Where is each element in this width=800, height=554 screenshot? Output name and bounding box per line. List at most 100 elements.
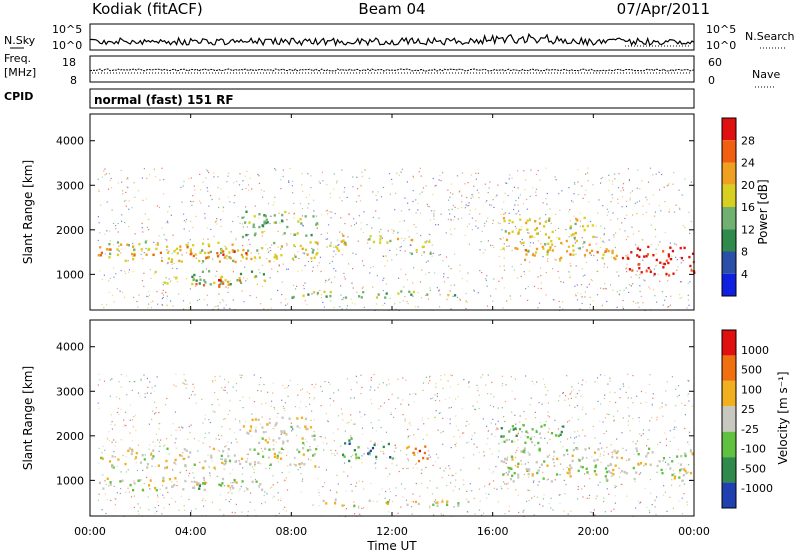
scatter-speck [632, 402, 634, 404]
scatter-speck [351, 454, 354, 456]
scatter-speck [668, 306, 670, 308]
scatter-speck [221, 435, 223, 437]
scatter-speck [533, 285, 536, 287]
echo-cell [635, 447, 638, 450]
scatter-speck [307, 260, 310, 263]
scatter-speck [397, 378, 399, 380]
scatter-speck [154, 413, 156, 415]
scatter-speck [643, 279, 645, 281]
scatter-speck [489, 404, 491, 406]
scatter-speck [392, 232, 394, 234]
echo-cell [222, 253, 225, 256]
echo-cell [566, 250, 569, 253]
scatter-speck [324, 381, 326, 383]
echo-cell [302, 453, 305, 456]
echo-cell [517, 232, 520, 235]
scatter-speck [549, 208, 551, 210]
scatter-speck [417, 306, 419, 308]
echo-cell [540, 463, 543, 467]
echo-cell [621, 470, 624, 473]
scatter-speck [478, 467, 480, 469]
scatter-speck [558, 494, 560, 496]
scatter-speck [431, 210, 433, 212]
echo-cell [613, 449, 616, 452]
scatter-speck [104, 449, 106, 451]
scatter-speck [433, 213, 435, 215]
scatter-speck [287, 385, 290, 387]
scatter-speck [409, 435, 411, 437]
echo-cell [166, 282, 169, 285]
echo-cell [219, 251, 223, 254]
echo-cell [227, 448, 230, 451]
echo-cell [173, 484, 176, 487]
scatter-speck [341, 413, 343, 415]
scatter-speck [448, 465, 450, 467]
scatter-speck [350, 225, 353, 227]
scatter-speck [293, 259, 295, 261]
scatter-speck [217, 305, 219, 307]
scatter-speck [517, 170, 519, 172]
scatter-speck [429, 507, 431, 509]
scatter-speck [121, 214, 123, 216]
scatter-speck [263, 190, 265, 192]
echo-cell [604, 250, 607, 253]
echo-cell [231, 485, 234, 488]
scatter-speck [334, 213, 336, 215]
echo-cell [647, 245, 650, 249]
scatter-speck [605, 430, 608, 432]
scatter-speck [399, 246, 401, 248]
scatter-speck [386, 260, 388, 262]
scatter-speck [501, 382, 504, 385]
scatter-speck [104, 480, 106, 482]
scatter-speck [181, 254, 183, 256]
scatter-speck [175, 385, 177, 387]
scatter-speck [195, 285, 197, 287]
scatter-speck [451, 208, 453, 210]
scatter-speck [668, 211, 670, 213]
scatter-speck [584, 296, 586, 298]
scatter-speck [211, 404, 213, 406]
scatter-speck [514, 414, 516, 416]
echo-cell [527, 250, 530, 253]
scatter-speck [339, 231, 341, 233]
echo-cell [262, 455, 265, 458]
scatter-speck [258, 384, 260, 386]
scatter-speck [537, 287, 539, 289]
scatter-speck [415, 482, 417, 485]
echo-cell [508, 232, 511, 235]
scatter-speck [247, 511, 249, 513]
scatter-speck [594, 381, 596, 383]
echo-cell [436, 501, 439, 504]
scatter-speck [154, 385, 156, 387]
scatter-speck [534, 417, 537, 419]
scatter-speck [258, 253, 260, 255]
scatter-speck [352, 176, 354, 178]
scatter-speck [322, 180, 324, 182]
scatter-speck [436, 395, 438, 397]
scatter-speck [271, 486, 273, 488]
scatter-speck [172, 305, 174, 307]
echo-cell [121, 479, 124, 482]
scatter-speck [215, 438, 217, 440]
echo-cell [155, 247, 158, 251]
echo-cell [447, 293, 450, 297]
scatter-speck [472, 196, 474, 198]
echo-cell [446, 500, 449, 503]
scatter-speck [524, 435, 526, 437]
scatter-speck [673, 172, 675, 174]
scatter-speck [356, 382, 358, 384]
scatter-speck [277, 246, 279, 248]
scatter-speck [652, 174, 654, 176]
scatter-speck [157, 505, 160, 507]
scatter-speck [407, 467, 409, 469]
scatter-speck [366, 224, 368, 226]
scatter-speck [270, 215, 272, 217]
scatter-speck [188, 425, 190, 428]
scatter-speck [311, 383, 313, 386]
scatter-speck [472, 405, 474, 407]
scatter-speck [111, 209, 113, 211]
echo-cell [569, 475, 572, 478]
scatter-speck [527, 489, 529, 491]
echo-cell [565, 239, 568, 243]
scatter-speck [218, 206, 220, 209]
